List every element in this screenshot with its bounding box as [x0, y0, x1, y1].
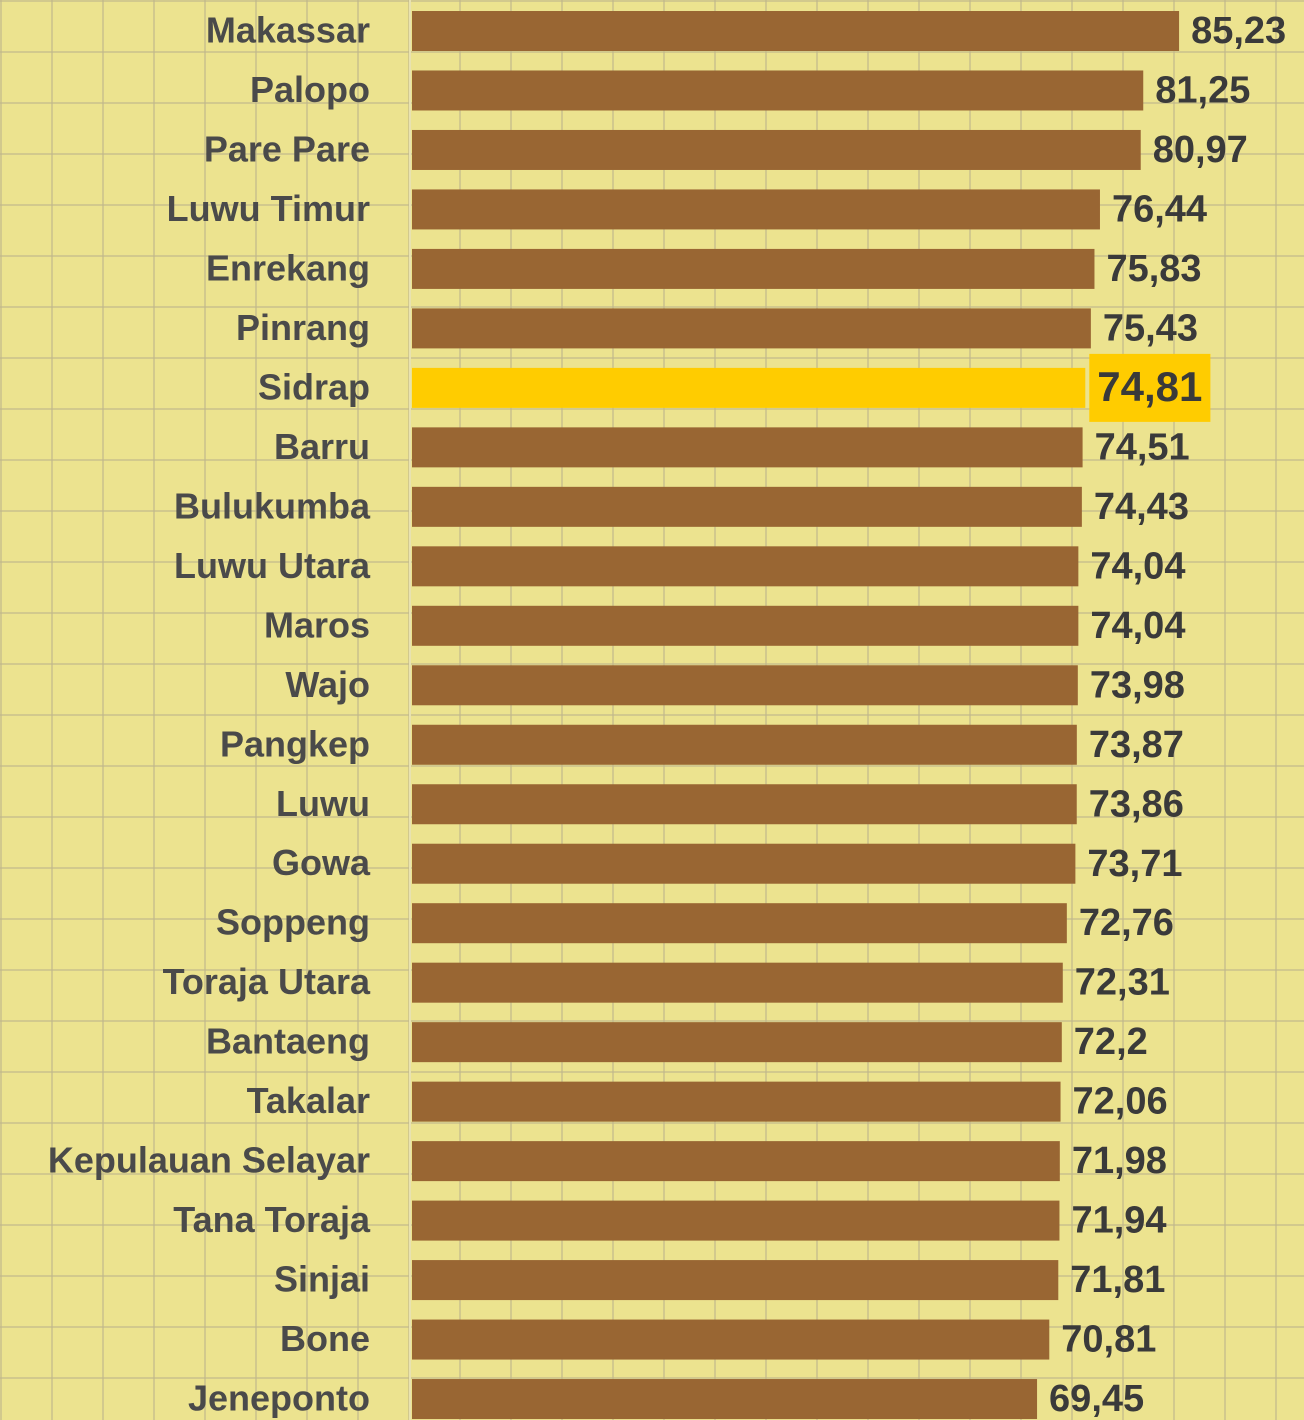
value-label: 72,31: [1075, 962, 1170, 1004]
category-label: Barru: [274, 426, 370, 467]
bar: [412, 130, 1141, 170]
value-label: 71,94: [1071, 1200, 1166, 1242]
bar: [412, 487, 1082, 527]
bar: [412, 368, 1085, 408]
bar: [412, 249, 1094, 289]
category-label: Bone: [280, 1318, 370, 1359]
category-label: Sidrap: [258, 366, 370, 407]
category-label: Soppeng: [216, 902, 370, 943]
bar: [412, 784, 1077, 824]
bar: [412, 70, 1143, 110]
category-label: Luwu Timur: [167, 188, 370, 229]
bar: [412, 963, 1063, 1003]
bar: [412, 844, 1075, 884]
value-label: 73,98: [1090, 664, 1185, 706]
value-label: 73,86: [1089, 783, 1184, 825]
bar: [412, 1201, 1059, 1241]
value-label: 72,2: [1074, 1021, 1148, 1063]
bar: [412, 725, 1077, 765]
value-label: 71,98: [1072, 1140, 1167, 1182]
value-label: 71,81: [1070, 1259, 1165, 1301]
category-label: Pare Pare: [204, 128, 370, 169]
bar: [412, 427, 1083, 467]
bar: [412, 1141, 1060, 1181]
bar: [412, 308, 1091, 348]
value-label: 76,44: [1112, 188, 1207, 230]
bar: [412, 1082, 1061, 1122]
category-label: Bulukumba: [174, 485, 371, 526]
value-label: 70,81: [1061, 1319, 1156, 1361]
bar: [412, 606, 1078, 646]
bar: [412, 11, 1179, 51]
value-label: 75,43: [1103, 307, 1198, 349]
value-label: 74,51: [1095, 426, 1190, 468]
value-label: 80,97: [1153, 129, 1248, 171]
value-label: 73,71: [1087, 843, 1182, 885]
value-label: 74,04: [1090, 545, 1185, 587]
category-label: Kepulauan Selayar: [48, 1140, 370, 1181]
category-label: Jeneponto: [188, 1378, 370, 1419]
bar: [412, 1260, 1058, 1300]
value-label: 74,43: [1094, 486, 1189, 528]
value-label: 85,23: [1191, 10, 1286, 52]
page: {"chart_data": {"type": "hbar", "categor…: [0, 0, 1304, 1420]
category-label: Luwu: [276, 783, 370, 824]
category-label: Pinrang: [236, 307, 370, 348]
category-label: Wajo: [285, 664, 370, 705]
chart: Makassar 85,23 Palopo 81,25 Pare Pare 80,97 Lu…: [0, 0, 1304, 1420]
category-label: Maros: [264, 604, 370, 645]
category-label: Bantaeng: [206, 1021, 370, 1062]
category-label: Toraja Utara: [163, 961, 371, 1002]
value-label: 72,76: [1079, 902, 1174, 944]
bar: [412, 546, 1078, 586]
value-label: 72,06: [1073, 1081, 1168, 1123]
bar: [412, 1379, 1037, 1419]
category-label: Pangkep: [220, 723, 370, 764]
category-label: Makassar: [206, 10, 370, 51]
bar: [412, 189, 1100, 229]
bar: [412, 1022, 1062, 1062]
category-label: Takalar: [247, 1080, 370, 1121]
value-label: 81,25: [1155, 70, 1250, 112]
bar: [412, 1320, 1049, 1360]
category-label: Sinjai: [274, 1259, 370, 1300]
bar: [412, 665, 1078, 705]
category-label: Palopo: [250, 69, 370, 110]
value-label: 74,04: [1090, 605, 1185, 647]
value-label: 73,87: [1089, 724, 1184, 766]
bar: [412, 903, 1067, 943]
value-label: 74,81: [1097, 363, 1202, 410]
value-label: 75,83: [1106, 248, 1201, 290]
value-label: 69,45: [1049, 1378, 1144, 1420]
category-label: Tana Toraja: [173, 1199, 371, 1240]
category-label: Gowa: [272, 842, 371, 883]
category-label: Luwu Utara: [174, 545, 371, 586]
category-label: Enrekang: [206, 247, 370, 288]
